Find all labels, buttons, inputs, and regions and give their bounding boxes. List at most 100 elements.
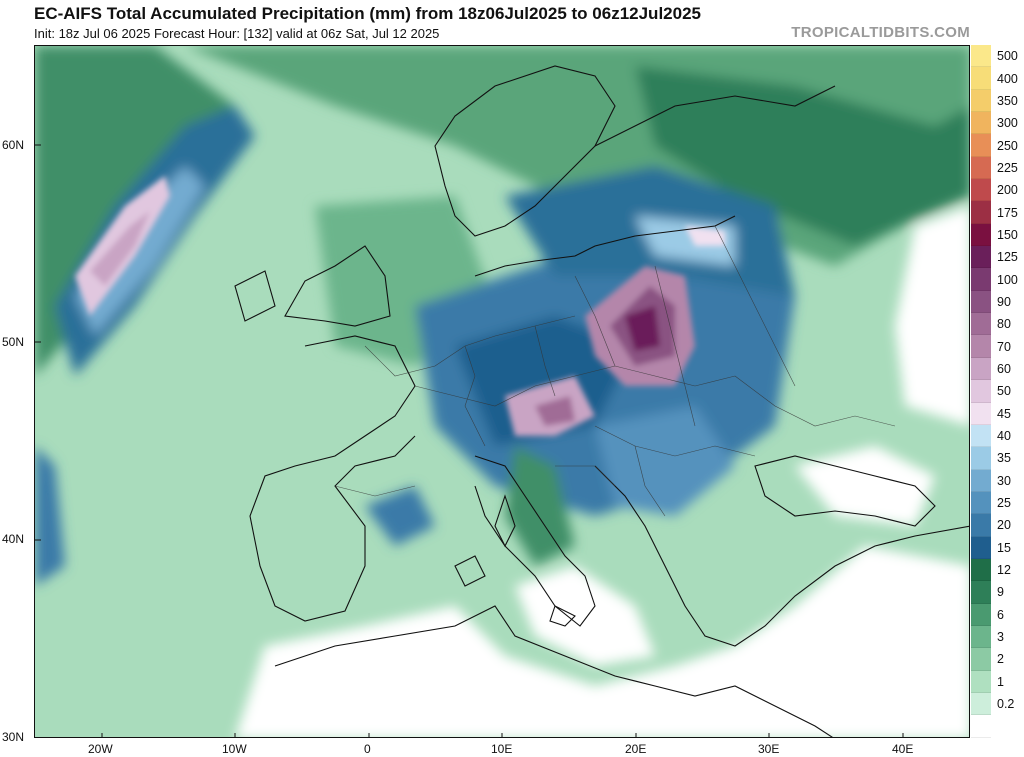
- legend-swatch: [971, 648, 991, 671]
- precip-maxima: [75, 176, 725, 436]
- lon-label-20w: 20W: [88, 742, 113, 756]
- legend-swatch: [971, 469, 991, 492]
- legend-swatch: [971, 558, 991, 582]
- legend-label: 90: [997, 294, 1011, 309]
- legend-entry: 225: [971, 156, 1024, 180]
- legend-entry: 175: [971, 201, 1024, 224]
- legend-entry: 6: [971, 603, 1024, 626]
- coastlines: [234, 65, 969, 737]
- legend-label: 2: [997, 652, 1004, 667]
- country-borders: [334, 225, 896, 517]
- lon-label-20e: 20E: [625, 742, 647, 756]
- legend-label: 45: [997, 406, 1011, 421]
- legend-entry: 2: [971, 648, 1024, 671]
- legend-swatch: [971, 692, 991, 716]
- legend-swatch: [971, 447, 991, 470]
- legend-entry: 400: [971, 67, 1024, 90]
- legend-entry: 45: [971, 402, 1024, 425]
- legend-entry: 12: [971, 558, 1024, 582]
- legend-swatch: [971, 581, 991, 604]
- legend-entry: 125: [971, 246, 1024, 269]
- legend-label: 30: [997, 473, 1011, 488]
- legend-swatch: [971, 402, 991, 425]
- legend-label: 0.2: [997, 697, 1015, 712]
- legend-label: 15: [997, 540, 1011, 555]
- legend-label: 60: [997, 361, 1011, 376]
- legend-entry: 500: [971, 45, 1024, 68]
- legend-entry: 9: [971, 581, 1024, 604]
- legend-swatch: [971, 112, 991, 135]
- lat-label-60n: 60N: [2, 138, 25, 152]
- legend-swatch: [971, 201, 991, 224]
- legend-swatch: [971, 156, 991, 180]
- lon-label-30e: 30E: [758, 742, 780, 756]
- legend-swatch: [971, 491, 991, 515]
- legend-swatch: [971, 67, 991, 90]
- legend-swatch: [971, 357, 991, 381]
- legend-swatch: [971, 335, 991, 358]
- legend-label: 175: [997, 205, 1018, 220]
- legend-label: 225: [997, 160, 1018, 175]
- legend-label: 125: [997, 250, 1018, 265]
- legend-entry: 20: [971, 514, 1024, 537]
- legend-entry: 15: [971, 536, 1024, 559]
- legend-swatch: [971, 625, 991, 649]
- legend-swatch: [971, 246, 991, 269]
- legend-label: 3: [997, 630, 1004, 645]
- legend-label: 20: [997, 518, 1011, 533]
- legend-entry: 1: [971, 670, 1024, 693]
- legend-entry: 300: [971, 112, 1024, 135]
- legend-swatch: [971, 223, 991, 247]
- legend-entry: 90: [971, 290, 1024, 314]
- precip-field: [35, 46, 969, 737]
- legend-label: 500: [997, 49, 1018, 64]
- legend-swatch: [971, 514, 991, 537]
- color-legend: 500 400 350 300 250 225 200 175 150 125 100 90 80 70 6…: [971, 45, 1024, 738]
- legend-entry: 80: [971, 313, 1024, 336]
- legend-label: 9: [997, 585, 1004, 600]
- legend-label: 100: [997, 272, 1018, 287]
- legend-swatch: [971, 134, 991, 157]
- legend-label: 12: [997, 563, 1011, 578]
- legend-label: 200: [997, 183, 1018, 198]
- axis-ticks: [35, 144, 904, 737]
- legend-swatch: [971, 424, 991, 448]
- lon-label-40e: 40E: [892, 742, 914, 756]
- legend-entry: 40: [971, 424, 1024, 448]
- map-canvas: [35, 46, 969, 737]
- lon-label-10w: 10W: [222, 742, 247, 756]
- legend-entry: 50: [971, 380, 1024, 403]
- lat-label-40n: 40N: [2, 532, 25, 546]
- legend-entry: 35: [971, 447, 1024, 470]
- chart-title: EC-AIFS Total Accumulated Precipitation …: [34, 4, 701, 23]
- legend-entry: 70: [971, 335, 1024, 358]
- legend-label: 35: [997, 451, 1011, 466]
- legend-swatch: [971, 290, 991, 314]
- chart-subtitle: Init: 18z Jul 06 2025 Forecast Hour: [13…: [34, 26, 440, 41]
- legend-entry: 3: [971, 625, 1024, 649]
- precipitation-map: [34, 45, 970, 738]
- source-credit: TROPICALTIDBITS.COM: [791, 24, 970, 41]
- legend-label: 150: [997, 227, 1018, 242]
- lon-label-10e: 10E: [491, 742, 513, 756]
- legend-label: 350: [997, 93, 1018, 108]
- legend-entry: 30: [971, 469, 1024, 492]
- legend-swatch: [971, 536, 991, 559]
- legend-swatch: [971, 268, 991, 291]
- legend-entry: 60: [971, 357, 1024, 381]
- legend-label: 300: [997, 116, 1018, 131]
- legend-swatch: [971, 380, 991, 403]
- legend-swatch: [971, 715, 991, 738]
- legend-entry: [971, 715, 1024, 738]
- legend-entry: 150: [971, 223, 1024, 247]
- legend-entry: 25: [971, 491, 1024, 515]
- legend-label: 70: [997, 339, 1011, 354]
- legend-swatch: [971, 45, 991, 68]
- legend-swatch: [971, 89, 991, 113]
- legend-label: 6: [997, 607, 1004, 622]
- legend-label: 50: [997, 384, 1011, 399]
- legend-label: 80: [997, 317, 1011, 332]
- legend-label: 1: [997, 674, 1004, 689]
- lat-label-50n: 50N: [2, 335, 25, 349]
- legend-entry: 350: [971, 89, 1024, 113]
